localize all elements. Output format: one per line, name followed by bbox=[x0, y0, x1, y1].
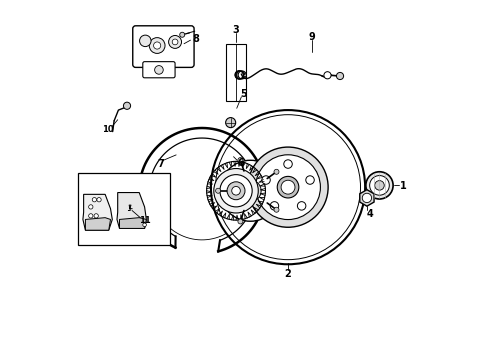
Circle shape bbox=[274, 207, 279, 212]
Bar bbox=[226, 44, 246, 101]
Text: 2: 2 bbox=[285, 269, 292, 279]
Circle shape bbox=[284, 160, 292, 168]
Polygon shape bbox=[117, 193, 147, 228]
Text: 4: 4 bbox=[367, 209, 373, 219]
Circle shape bbox=[220, 160, 281, 221]
Circle shape bbox=[143, 223, 147, 226]
FancyBboxPatch shape bbox=[143, 62, 175, 78]
Text: 7: 7 bbox=[157, 159, 164, 169]
Polygon shape bbox=[360, 190, 374, 206]
Circle shape bbox=[262, 176, 270, 184]
Circle shape bbox=[140, 35, 151, 46]
Circle shape bbox=[277, 176, 299, 198]
Circle shape bbox=[225, 118, 236, 128]
FancyBboxPatch shape bbox=[133, 26, 194, 67]
Text: 6: 6 bbox=[237, 158, 244, 168]
Circle shape bbox=[238, 219, 243, 224]
Circle shape bbox=[227, 182, 245, 200]
Circle shape bbox=[216, 188, 220, 193]
Circle shape bbox=[211, 110, 365, 264]
Circle shape bbox=[324, 72, 331, 79]
Circle shape bbox=[97, 198, 101, 202]
Circle shape bbox=[153, 42, 161, 49]
Text: 11: 11 bbox=[140, 216, 151, 225]
Circle shape bbox=[89, 205, 93, 209]
Circle shape bbox=[220, 175, 252, 207]
Circle shape bbox=[180, 32, 185, 37]
Circle shape bbox=[214, 168, 258, 213]
Circle shape bbox=[337, 72, 343, 80]
Circle shape bbox=[256, 155, 320, 220]
Circle shape bbox=[274, 169, 279, 174]
Circle shape bbox=[369, 176, 389, 195]
Circle shape bbox=[362, 193, 371, 203]
Text: 1: 1 bbox=[400, 181, 407, 191]
Circle shape bbox=[375, 181, 384, 190]
Circle shape bbox=[169, 36, 181, 48]
Circle shape bbox=[149, 38, 165, 53]
Circle shape bbox=[94, 214, 98, 218]
Polygon shape bbox=[120, 218, 147, 228]
Circle shape bbox=[366, 172, 393, 199]
Polygon shape bbox=[83, 194, 112, 230]
Circle shape bbox=[92, 198, 97, 202]
Text: 10: 10 bbox=[102, 125, 114, 134]
Circle shape bbox=[306, 176, 314, 184]
Text: 3: 3 bbox=[233, 25, 240, 35]
Text: 5: 5 bbox=[241, 89, 247, 99]
Circle shape bbox=[232, 186, 240, 195]
Circle shape bbox=[240, 180, 261, 202]
Circle shape bbox=[172, 39, 178, 45]
Circle shape bbox=[270, 202, 279, 210]
Circle shape bbox=[155, 66, 163, 74]
Text: 9: 9 bbox=[309, 32, 316, 42]
Circle shape bbox=[248, 147, 328, 227]
Text: 8: 8 bbox=[193, 35, 199, 44]
Circle shape bbox=[297, 202, 306, 210]
Bar bbox=[78, 173, 170, 244]
Circle shape bbox=[281, 180, 295, 194]
Circle shape bbox=[238, 158, 243, 163]
Polygon shape bbox=[85, 218, 111, 230]
Circle shape bbox=[123, 102, 131, 109]
Circle shape bbox=[89, 214, 93, 218]
